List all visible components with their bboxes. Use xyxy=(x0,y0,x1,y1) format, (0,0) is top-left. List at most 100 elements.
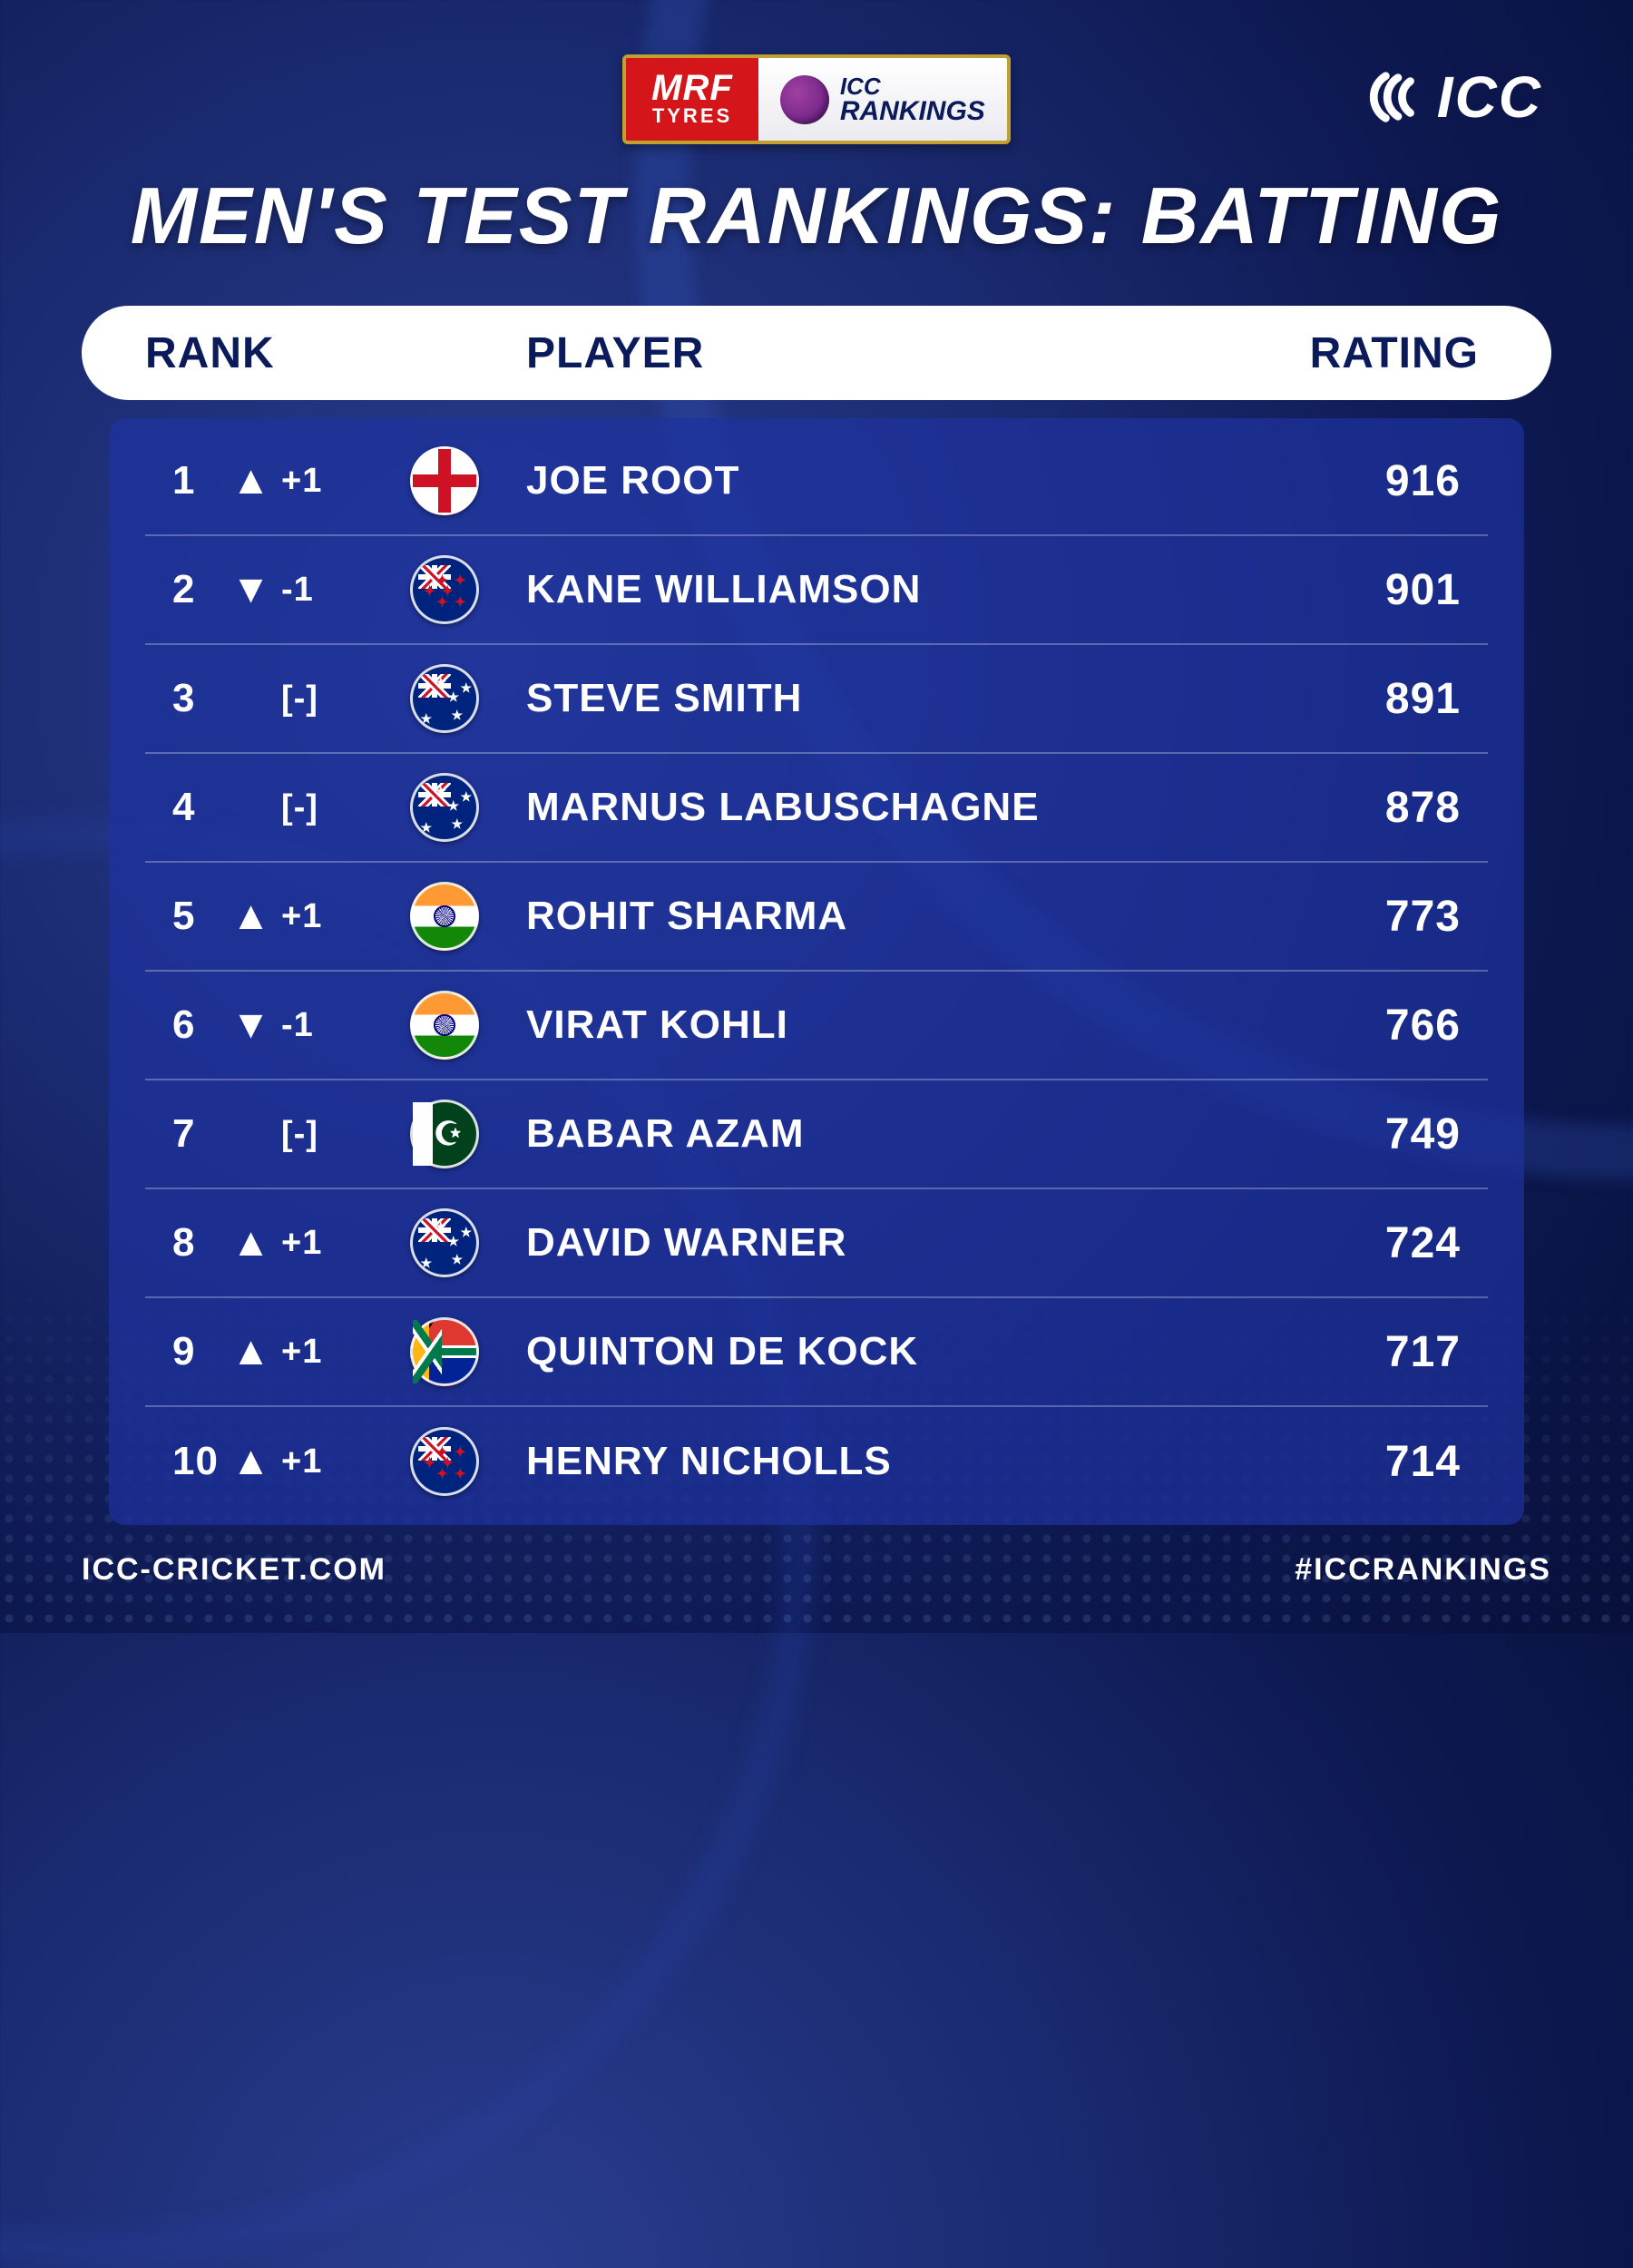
rank-change: [-] xyxy=(281,788,336,827)
table-row: 7[-]BABAR AZAM749 xyxy=(145,1080,1488,1189)
player-name: MARNUS LABUSCHAGNE xyxy=(499,785,1325,830)
player-name: QUINTON DE KOCK xyxy=(499,1329,1325,1374)
flag-aus-icon xyxy=(410,773,479,842)
sponsor-right-prefix: ICC xyxy=(840,74,985,98)
player-rating: 714 xyxy=(1325,1437,1488,1487)
col-rank: RANK xyxy=(145,328,381,378)
table-row: 9 ▲ +1 QUINTON DE KOCK717 xyxy=(145,1298,1488,1407)
table-row: 8 ▲ +1 DAVID WARNER724 xyxy=(145,1189,1488,1298)
arrow-up-icon: ▲ xyxy=(236,1220,267,1266)
rank-number: 8 xyxy=(172,1220,221,1266)
player-rating: 916 xyxy=(1325,456,1488,506)
flag-eng-icon xyxy=(410,446,479,515)
icc-logo-text: ICC xyxy=(1437,64,1542,131)
rank-cell: 7 [-] xyxy=(145,1111,390,1157)
player-rating: 766 xyxy=(1325,1001,1488,1051)
col-rating: RATING xyxy=(1243,328,1479,378)
player-name: STEVE SMITH xyxy=(499,676,1325,721)
col-player: PLAYER xyxy=(381,328,1243,378)
rank-number: 4 xyxy=(172,785,221,830)
rank-change: +1 xyxy=(281,897,336,936)
flag-cell xyxy=(390,1100,499,1168)
player-name: KANE WILLIAMSON xyxy=(499,567,1325,612)
table-body: 1▲+1JOE ROOT9162▼-1KANE WILLIAMSON9013[-… xyxy=(109,418,1524,1525)
flag-cell xyxy=(390,1208,499,1277)
rank-change: -1 xyxy=(281,571,336,610)
player-name: VIRAT KOHLI xyxy=(499,1002,1325,1048)
flag-pak-icon xyxy=(410,1100,479,1168)
rank-change: +1 xyxy=(281,1333,336,1372)
player-name: JOE ROOT xyxy=(499,458,1325,503)
player-rating: 773 xyxy=(1325,892,1488,942)
rank-cell: 1▲+1 xyxy=(145,458,390,503)
rank-number: 6 xyxy=(172,1002,221,1048)
player-rating: 878 xyxy=(1325,783,1488,833)
arrow-down-icon: ▼ xyxy=(236,567,267,612)
table-row: 10▲+1HENRY NICHOLLS714 xyxy=(145,1407,1488,1516)
sponsor-right: ICC RANKINGS xyxy=(758,58,1007,141)
player-rating: 717 xyxy=(1325,1327,1488,1377)
rank-cell: 8 ▲ +1 xyxy=(145,1220,390,1266)
player-name: DAVID WARNER xyxy=(499,1220,1325,1266)
rank-cell: 6 ▼ -1 xyxy=(145,1002,390,1048)
flag-cell xyxy=(390,773,499,842)
flag-cell xyxy=(390,446,499,515)
flag-cell xyxy=(390,664,499,733)
rank-number: 9 xyxy=(172,1329,221,1374)
arrow-up-icon: ▲ xyxy=(236,894,267,939)
cricket-ball-icon xyxy=(780,75,829,124)
rank-cell: 2▼-1 xyxy=(145,567,390,612)
player-rating: 724 xyxy=(1325,1218,1488,1268)
rank-number: 3 xyxy=(172,676,221,721)
flag-aus-icon xyxy=(410,664,479,733)
table-row: 1▲+1 JOE ROOT916 xyxy=(145,427,1488,536)
player-rating: 749 xyxy=(1325,1110,1488,1159)
flag-ind-icon xyxy=(410,991,479,1060)
sponsor-right-word: RANKINGS xyxy=(840,98,985,125)
rank-number: 7 xyxy=(172,1111,221,1157)
flag-nzl-icon xyxy=(410,1427,479,1496)
rank-change: +1 xyxy=(281,462,336,501)
table-row: 6 ▼ -1 VIRAT KOHLI766 xyxy=(145,972,1488,1080)
table-row: 3 [-] STEVE SMITH891 xyxy=(145,645,1488,754)
footer: ICC-CRICKET.COM #ICCRANKINGS xyxy=(82,1525,1551,1588)
table-header: RANK PLAYER RATING xyxy=(82,306,1551,400)
arrow-down-icon: ▼ xyxy=(236,1002,267,1048)
flag-aus-icon xyxy=(410,1208,479,1277)
flag-cell xyxy=(390,991,499,1060)
flag-nzl-icon xyxy=(410,555,479,624)
table-row: 4 [-] MARNUS LABUSCHAGNE878 xyxy=(145,754,1488,863)
player-rating: 891 xyxy=(1325,674,1488,724)
player-name: HENRY NICHOLLS xyxy=(499,1439,1325,1484)
rank-change: +1 xyxy=(281,1224,336,1263)
player-rating: 901 xyxy=(1325,565,1488,615)
arrow-up-icon: ▲ xyxy=(236,1439,267,1484)
rank-change: [-] xyxy=(281,679,336,719)
flag-rsa-icon xyxy=(410,1317,479,1386)
rank-cell: 3 [-] xyxy=(145,676,390,721)
rank-change: -1 xyxy=(281,1006,336,1045)
sponsor-left: MRF TYRES xyxy=(626,58,758,141)
flag-cell xyxy=(390,1427,499,1496)
table-row: 5▲+1ROHIT SHARMA773 xyxy=(145,863,1488,972)
sponsor-brand: MRF xyxy=(651,72,733,104)
sponsor-badge: MRF TYRES ICC RANKINGS xyxy=(622,54,1011,144)
rank-cell: 5 ▲ +1 xyxy=(145,894,390,939)
flag-cell xyxy=(390,882,499,951)
flag-ind-icon xyxy=(410,882,479,951)
rank-number: 5 xyxy=(172,894,221,939)
rank-number: 1 xyxy=(172,458,221,503)
flag-cell xyxy=(390,1317,499,1386)
rank-change: [-] xyxy=(281,1115,336,1154)
rank-number: 10 xyxy=(172,1439,221,1484)
table-row: 2▼-1KANE WILLIAMSON901 xyxy=(145,536,1488,645)
arrow-up-icon: ▲ xyxy=(236,1329,267,1374)
rank-cell: 9 ▲ +1 xyxy=(145,1329,390,1374)
icc-mark-icon xyxy=(1368,69,1424,125)
icc-logo: ICC xyxy=(1368,64,1542,131)
rank-cell: 10▲+1 xyxy=(145,1439,390,1484)
rank-cell: 4 [-] xyxy=(145,785,390,830)
footer-right: #ICCRANKINGS xyxy=(1295,1552,1551,1588)
flag-cell xyxy=(390,555,499,624)
footer-left: ICC-CRICKET.COM xyxy=(82,1552,386,1588)
